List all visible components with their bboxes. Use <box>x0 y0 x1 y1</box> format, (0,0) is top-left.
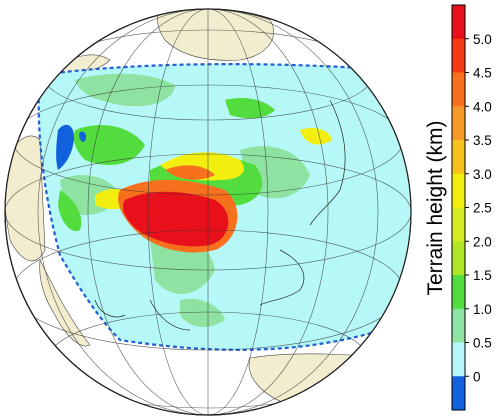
colorbar-bins <box>452 5 465 411</box>
colorbar-tick-label: 3.5 <box>473 133 492 148</box>
colorbar-tick-label: 4.5 <box>473 66 492 81</box>
colorbar-bin <box>452 106 465 141</box>
colorbar-tick-label: 5.0 <box>473 32 492 47</box>
globe <box>4 8 412 416</box>
colorbar-bin <box>452 173 465 208</box>
terrain-caspian-depression <box>56 124 87 170</box>
globe-outline <box>4 8 412 416</box>
colorbar-bin <box>452 376 465 411</box>
domain-boundary <box>37 63 411 351</box>
colorbar-bin <box>452 275 465 310</box>
colorbar-tick-label: 0 <box>473 369 481 384</box>
colorbar-title: Terrain height (km) <box>424 120 447 295</box>
colorbar-bin <box>452 342 465 377</box>
colorbar-bin <box>452 38 465 73</box>
colorbar-bin <box>452 5 465 40</box>
colorbar-bin <box>452 308 465 343</box>
colorbar: 5.0 4.5 4.0 3.5 3.0 2.5 2.0 1.5 1.0 0.5 0 Terrain … <box>424 4 492 411</box>
colorbar-bin <box>452 72 465 107</box>
colorbar-tick-label: 4.0 <box>473 99 492 114</box>
colorbar-bin <box>452 140 465 175</box>
coastlines <box>94 99 346 331</box>
colorbar-tick-label: 0.5 <box>473 336 492 351</box>
colorbar-tick-label: 2.5 <box>473 201 492 216</box>
colorbar-tick-label: 1.0 <box>473 302 492 317</box>
colorbar-tick-label: 2.0 <box>473 234 492 249</box>
colorbar-bin <box>452 207 465 242</box>
colorbar-bin <box>452 241 465 276</box>
colorbar-tick-label: 1.5 <box>473 268 492 283</box>
colorbar-tick-label: 3.0 <box>473 167 492 182</box>
colorbar-ticks: 5.0 4.5 4.0 3.5 3.0 2.5 2.0 1.5 1.0 0.5 0 <box>465 32 492 384</box>
